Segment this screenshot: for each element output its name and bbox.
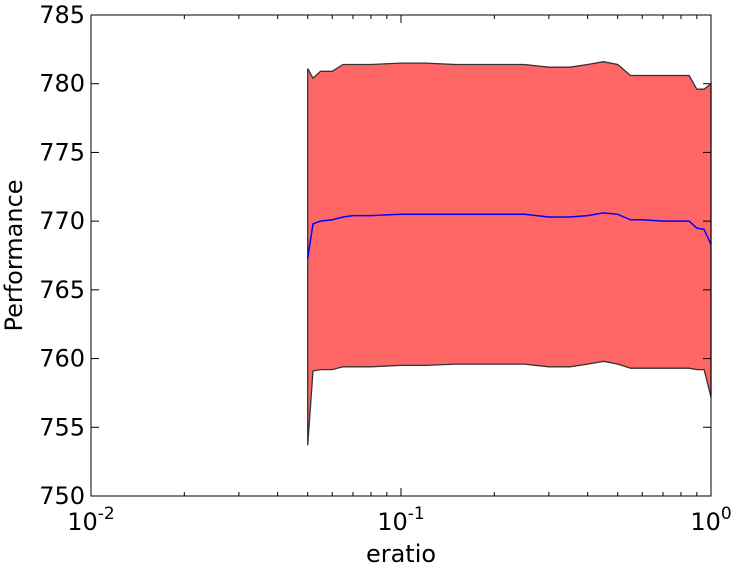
y-tick-label: 760 (39, 345, 85, 373)
y-tick-label: 770 (39, 207, 85, 235)
line-layer (306, 212, 712, 259)
x-tick-label: 10-2 (67, 504, 115, 536)
x-tick-label: 10-1 (377, 504, 425, 536)
tick-layer: 750 755 760 765 770 775 780 785 10-2 10-1 100 (39, 1, 732, 536)
y-tick-label: 785 (39, 1, 85, 29)
band-layer (307, 61, 712, 446)
x-axis-title: eratio (366, 540, 436, 568)
y-tick-label: 765 (39, 276, 85, 304)
confidence-band (307, 61, 712, 446)
x-tick-label: 100 (690, 504, 731, 536)
mean-line (306, 212, 712, 259)
y-tick-label: 755 (39, 413, 85, 441)
y-tick-label: 775 (39, 138, 85, 166)
y-tick-label: 780 (39, 70, 85, 98)
y-tick-label: 750 (39, 482, 85, 510)
y-axis-title: Performance (0, 179, 28, 331)
